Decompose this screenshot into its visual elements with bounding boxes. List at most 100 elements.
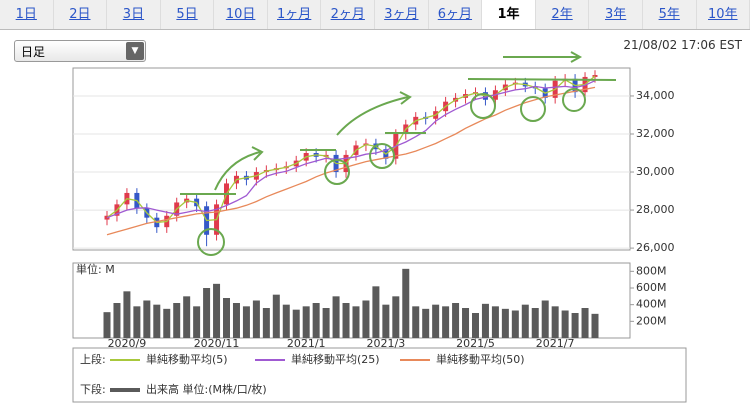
candle-body [433,111,439,119]
volume-bar [133,306,141,338]
volume-bar [193,306,201,338]
period-tab[interactable]: 3年 [589,0,643,29]
period-tab[interactable]: 1年 [482,0,536,29]
candle-body [383,149,389,159]
candle-body [144,208,150,218]
volume-bar [352,306,360,338]
candle-body [263,170,269,173]
y-tick-label: 200M [636,314,667,327]
volume-bar [382,304,390,338]
annotation-circle [369,143,395,169]
y-tick-label: 400M [636,298,667,311]
candle-body [592,75,598,77]
candle-body [233,175,239,184]
candle-body [104,215,110,220]
candle-body [154,217,160,228]
period-tab[interactable]: 3ヶ月 [375,0,429,29]
annotation-circle [324,159,350,185]
volume-bar [471,313,479,338]
volume-bar [412,306,420,338]
volume-bar [242,306,250,338]
volume-bar [422,308,430,338]
volume-bar [322,308,330,338]
volume-bar [501,308,509,338]
period-tab[interactable]: 6ヶ月 [429,0,483,29]
volume-bar [223,298,231,338]
volume-frame [72,262,631,339]
annotation-arrow-head [570,51,583,63]
x-tick-label: 2021/3 [367,337,406,350]
period-tab[interactable]: 3日 [107,0,161,29]
period-tab[interactable]: 10年 [697,0,750,29]
volume-bar [342,303,350,338]
interval-dropdown[interactable]: 日足 ▼ [14,40,146,62]
candle-body [134,192,140,209]
y-tick-label: 28,000 [636,203,675,216]
annotation-arrow [214,151,261,191]
annotation-circle [197,228,225,256]
candle-body [443,101,449,112]
volume-bar [332,296,340,338]
period-tab[interactable]: 2ヶ月 [321,0,376,29]
candle-body [373,143,379,150]
price-frame [72,67,631,251]
volume-bar [262,308,270,338]
period-tabs: 1日 2日 3日 5日 10日 1ヶ月 2ヶ月 3ヶ月 6ヶ月 1年 2年 3年 5年 10年 [0,0,750,30]
period-tab[interactable]: 1日 [0,0,54,29]
candle-body [184,198,190,203]
candle-body [253,172,259,180]
candle-body [243,175,249,180]
y-tick-label: 34,000 [636,89,675,102]
volume-bar [183,296,191,338]
volume-bar [531,308,539,338]
candle-body [582,76,588,93]
period-tab[interactable]: 1ヶ月 [268,0,322,29]
x-tick-label: 2020/9 [108,337,147,350]
candle-body [363,143,369,146]
candle-body [502,84,508,91]
dropdown-label: 日足 [21,45,46,59]
volume-bar [452,303,460,338]
candle-body [522,82,528,87]
period-tab[interactable]: 2年 [536,0,590,29]
period-tab[interactable]: 2日 [54,0,108,29]
candle-body [413,116,419,125]
dropdown-arrow: ▼ [126,42,144,60]
candle-body [353,145,359,155]
volume-bar [123,291,131,338]
candle-body [492,90,498,100]
candle-body [174,202,180,216]
candle-body [482,92,488,100]
period-tab[interactable]: 10日 [214,0,268,29]
candle-body [333,154,339,173]
candle-body [323,154,329,157]
volume-bar [292,309,300,338]
x-tick-label: 2021/5 [456,337,495,350]
annotation-circle [520,96,546,122]
legend-upper-label: 上段: [80,352,106,366]
timestamp: 21/08/02 17:06 EST [623,38,742,52]
volume-bar [143,300,151,338]
volume-bar [432,304,440,338]
volume-bar [153,304,161,338]
moving-average-line [106,80,596,219]
x-tick-label: 2020/11 [194,337,240,350]
annotation-arrow [336,96,409,136]
volume-bar [462,308,470,338]
candle-body [283,166,289,169]
volume-bar [203,288,211,338]
volume-bar [551,306,559,338]
candle-body [114,204,120,216]
x-tick-label: 2021/1 [287,337,326,350]
volume-unit-label: 単位: M [76,262,115,276]
annotation-arrow-head [251,146,264,161]
volume-bar [232,303,240,338]
candle-body [343,154,349,173]
candle-body [293,160,299,167]
moving-average-line [106,75,596,224]
legend-box [72,347,687,403]
candle-body [423,116,429,119]
period-tab[interactable]: 5日 [161,0,215,29]
candle-body [273,168,279,171]
period-tab[interactable]: 5年 [643,0,697,29]
